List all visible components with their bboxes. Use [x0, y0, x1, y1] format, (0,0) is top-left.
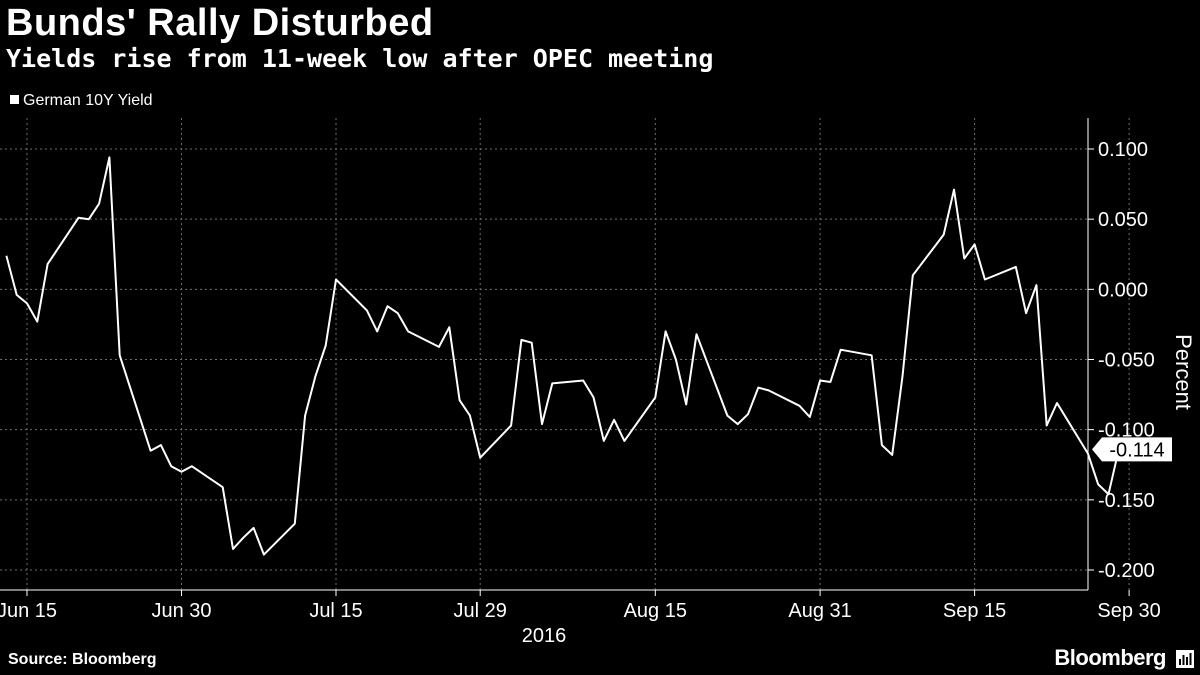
y-tick-label: -0.200	[1098, 560, 1155, 582]
series-line	[5, 156, 1120, 556]
x-tick-label: Jul 15	[309, 600, 362, 622]
x-tick-label: Jun 30	[151, 600, 211, 622]
source-note: Source: Bloomberg	[8, 651, 157, 668]
bloomberg-bars-icon	[1176, 650, 1194, 668]
legend-swatch	[10, 95, 19, 104]
legend: German 10Y Yield	[10, 92, 153, 110]
chart-subtitle: Yields rise from 11-week low after OPEC …	[6, 44, 714, 73]
y-tick-label: -0.150	[1098, 490, 1155, 512]
x-tick-label: Aug 31	[788, 600, 851, 622]
labels: 0.100 0.050 0.000 -0.050 -0.100 -0.150 -0.200 J…	[0, 139, 1196, 647]
grid	[0, 118, 1130, 590]
y-tick-label: 0.100	[1098, 139, 1148, 161]
x-tick-label: Sep 30	[1097, 600, 1160, 622]
y-tick-label: -0.100	[1098, 420, 1155, 442]
y-tick-label: 0.050	[1098, 209, 1148, 231]
x-tick-label: Jun 15	[0, 600, 57, 622]
legend-label: German 10Y Yield	[23, 92, 153, 109]
x-axis-title: 2016	[522, 625, 567, 647]
brand-logo-text: Bloomberg	[1054, 645, 1166, 670]
chart-title: Bunds' Rally Disturbed	[6, 2, 434, 44]
x-tick-label: Sep 15	[943, 600, 1006, 622]
axes	[0, 118, 1130, 596]
x-tick-label: Jul 29	[454, 600, 507, 622]
last-value-label: -0.114	[1109, 439, 1164, 461]
y-tick-label: -0.050	[1098, 350, 1155, 372]
series	[5, 156, 1120, 556]
last-value-badge	[1092, 437, 1172, 462]
x-tick-label: Aug 15	[624, 600, 687, 622]
y-axis-title: Percent	[1171, 334, 1196, 410]
y-tick-label: 0.000	[1098, 279, 1148, 301]
